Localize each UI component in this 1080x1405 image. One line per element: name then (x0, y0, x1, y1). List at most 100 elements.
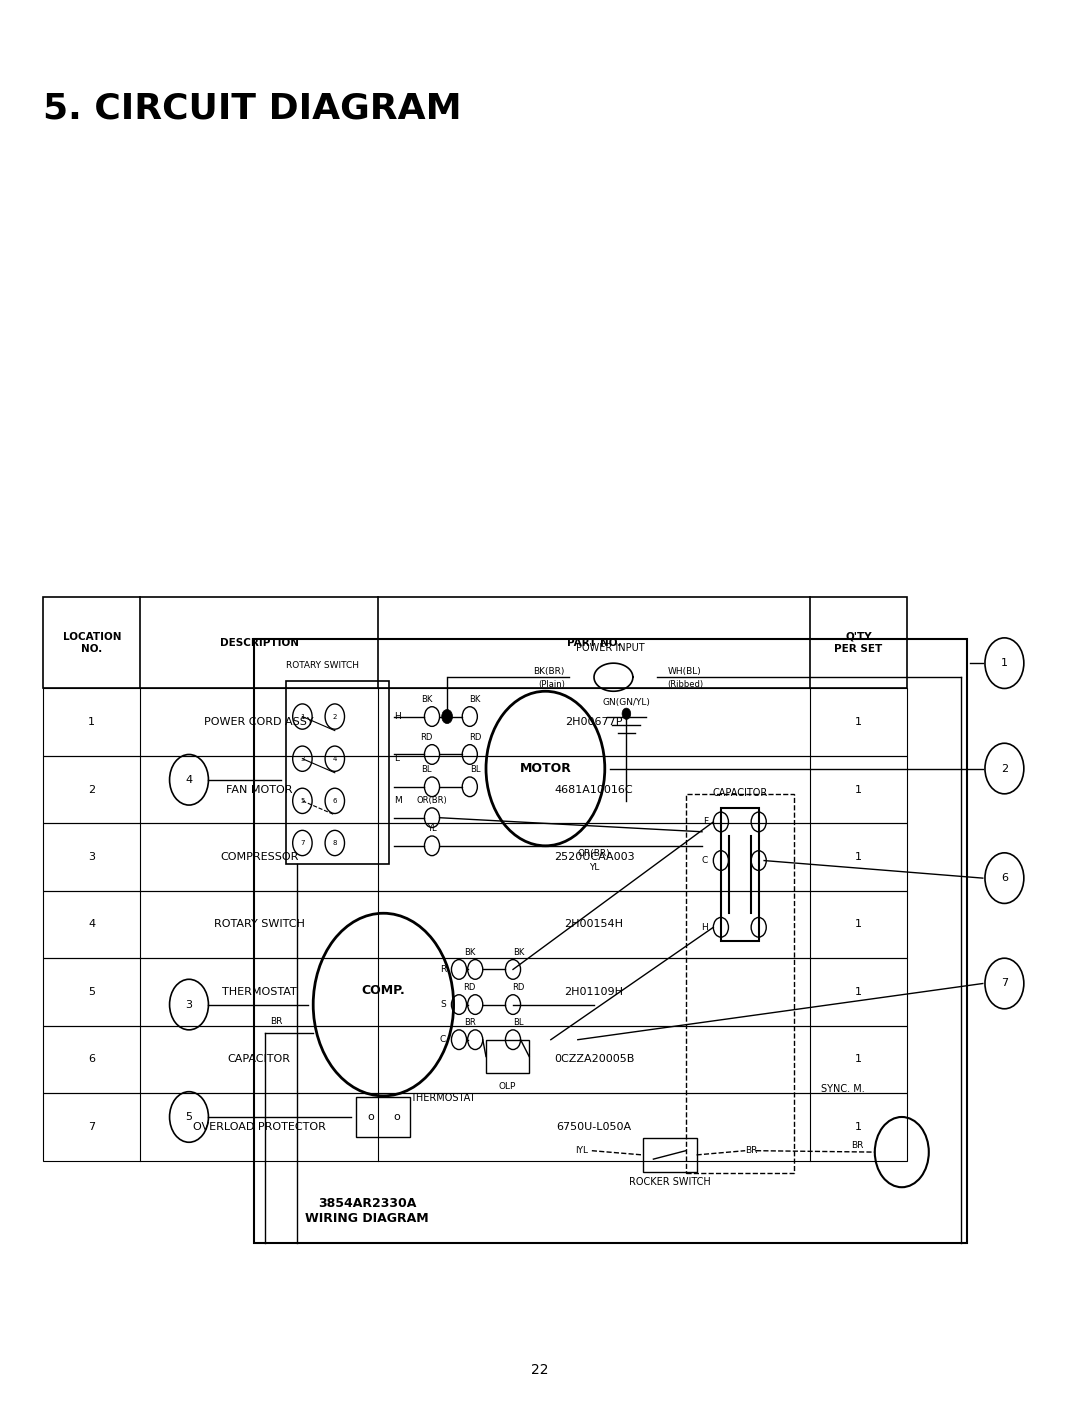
Text: 4: 4 (186, 774, 192, 785)
Bar (43, 688, 907, 756)
Text: THERMOSTAT: THERMOSTAT (410, 1093, 475, 1103)
Text: OVERLOAD PROTECTOR: OVERLOAD PROTECTOR (192, 1121, 326, 1132)
Text: CAPACITOR: CAPACITOR (712, 788, 768, 798)
Text: CAPACITOR: CAPACITOR (228, 1054, 291, 1065)
Bar (356, 1097, 410, 1137)
Text: 1: 1 (855, 986, 862, 998)
Text: 1: 1 (855, 919, 862, 930)
Text: COMP.: COMP. (362, 983, 405, 998)
Text: Q'TY
PER SET: Q'TY PER SET (835, 632, 882, 653)
Text: o: o (393, 1111, 400, 1123)
Text: POWER CORD ASSY: POWER CORD ASSY (204, 717, 314, 728)
Text: M: M (394, 797, 402, 805)
Text: POWER INPUT: POWER INPUT (576, 643, 645, 653)
Text: 3: 3 (186, 999, 192, 1010)
Text: YL: YL (589, 863, 599, 871)
Text: L: L (394, 754, 400, 763)
Text: H: H (394, 712, 401, 721)
Text: 1: 1 (1001, 658, 1008, 669)
Text: GN(GN/YL): GN(GN/YL) (603, 698, 650, 707)
Bar (43, 756, 907, 823)
Text: BL: BL (470, 766, 481, 774)
Text: FAN MOTOR: FAN MOTOR (226, 784, 293, 795)
Text: 5. CIRCUIT DIAGRAM: 5. CIRCUIT DIAGRAM (43, 91, 462, 125)
Text: 6750U-L050A: 6750U-L050A (556, 1121, 632, 1132)
Text: 3: 3 (89, 851, 95, 863)
Bar (43, 1093, 907, 1161)
Text: YL: YL (428, 825, 436, 833)
Text: 3: 3 (300, 756, 305, 762)
Text: 6: 6 (333, 798, 337, 804)
Text: H: H (701, 923, 708, 932)
Text: 2: 2 (333, 714, 337, 719)
Text: WH(BL): WH(BL) (667, 667, 701, 676)
Text: BK: BK (470, 695, 481, 704)
Bar (43, 958, 907, 1026)
Text: 1: 1 (855, 1121, 862, 1132)
Text: 2520UCAA003: 2520UCAA003 (554, 851, 634, 863)
Text: BK: BK (421, 695, 432, 704)
Text: BR: BR (270, 1017, 282, 1026)
Text: ROTARY SWITCH: ROTARY SWITCH (286, 662, 360, 670)
Text: BK: BK (513, 948, 524, 957)
Text: 8: 8 (333, 840, 337, 846)
Text: 4681A10016C: 4681A10016C (555, 784, 633, 795)
Text: 1: 1 (89, 717, 95, 728)
Text: R: R (440, 965, 446, 974)
Text: 1: 1 (855, 784, 862, 795)
Text: C: C (702, 856, 708, 865)
Text: IYL: IYL (576, 1146, 589, 1155)
Circle shape (622, 708, 631, 719)
Bar (43, 1026, 907, 1093)
Text: 22: 22 (531, 1363, 549, 1377)
Text: OR(BR): OR(BR) (417, 797, 447, 805)
Text: BK(BR): BK(BR) (534, 667, 565, 676)
Bar (286, 681, 389, 864)
Text: 2: 2 (1001, 763, 1008, 774)
Bar (643, 1138, 697, 1172)
Text: 2H00677P: 2H00677P (565, 717, 623, 728)
Text: o: o (367, 1111, 374, 1123)
Text: 1: 1 (855, 717, 862, 728)
Text: BR: BR (852, 1141, 864, 1149)
Text: 3854AR2330A
WIRING DIAGRAM: 3854AR2330A WIRING DIAGRAM (306, 1197, 429, 1225)
Text: 4: 4 (89, 919, 95, 930)
Text: PART NO.: PART NO. (567, 638, 621, 648)
Text: 7: 7 (1001, 978, 1008, 989)
Text: 6: 6 (89, 1054, 95, 1065)
Text: RD: RD (512, 983, 525, 992)
Bar (43, 597, 907, 688)
Text: 2: 2 (89, 784, 95, 795)
Bar (43, 891, 907, 958)
Text: BR: BR (745, 1146, 757, 1155)
Text: C: C (440, 1035, 446, 1044)
Text: 1: 1 (300, 714, 305, 719)
Text: SYNC. M.: SYNC. M. (821, 1083, 865, 1094)
Text: BR: BR (464, 1019, 475, 1027)
Text: 5: 5 (300, 798, 305, 804)
Text: MOTOR: MOTOR (519, 762, 571, 776)
Text: RD: RD (469, 733, 482, 742)
Text: ROTARY SWITCH: ROTARY SWITCH (214, 919, 305, 930)
Text: OR(BR): OR(BR) (578, 849, 610, 857)
Text: BL: BL (421, 766, 432, 774)
Text: BK: BK (464, 948, 475, 957)
Text: RD: RD (420, 733, 433, 742)
Circle shape (442, 710, 453, 724)
Text: 5: 5 (186, 1111, 192, 1123)
Text: 7: 7 (89, 1121, 95, 1132)
Text: DESCRIPTION: DESCRIPTION (219, 638, 299, 648)
Text: F: F (703, 818, 708, 826)
Text: THERMOSTAT: THERMOSTAT (221, 986, 297, 998)
Text: ROCKER SWITCH: ROCKER SWITCH (629, 1177, 711, 1187)
Text: LOCATION
NO.: LOCATION NO. (63, 632, 121, 653)
Text: RD: RD (463, 983, 476, 992)
Text: 6: 6 (1001, 873, 1008, 884)
Text: COMPRESSOR: COMPRESSOR (220, 851, 298, 863)
Text: S: S (441, 1000, 446, 1009)
Text: 2H00154H: 2H00154H (565, 919, 623, 930)
Text: 0CZZA20005B: 0CZZA20005B (554, 1054, 634, 1065)
Text: BL: BL (513, 1019, 524, 1027)
Text: 7: 7 (300, 840, 305, 846)
Bar (486, 1040, 529, 1073)
